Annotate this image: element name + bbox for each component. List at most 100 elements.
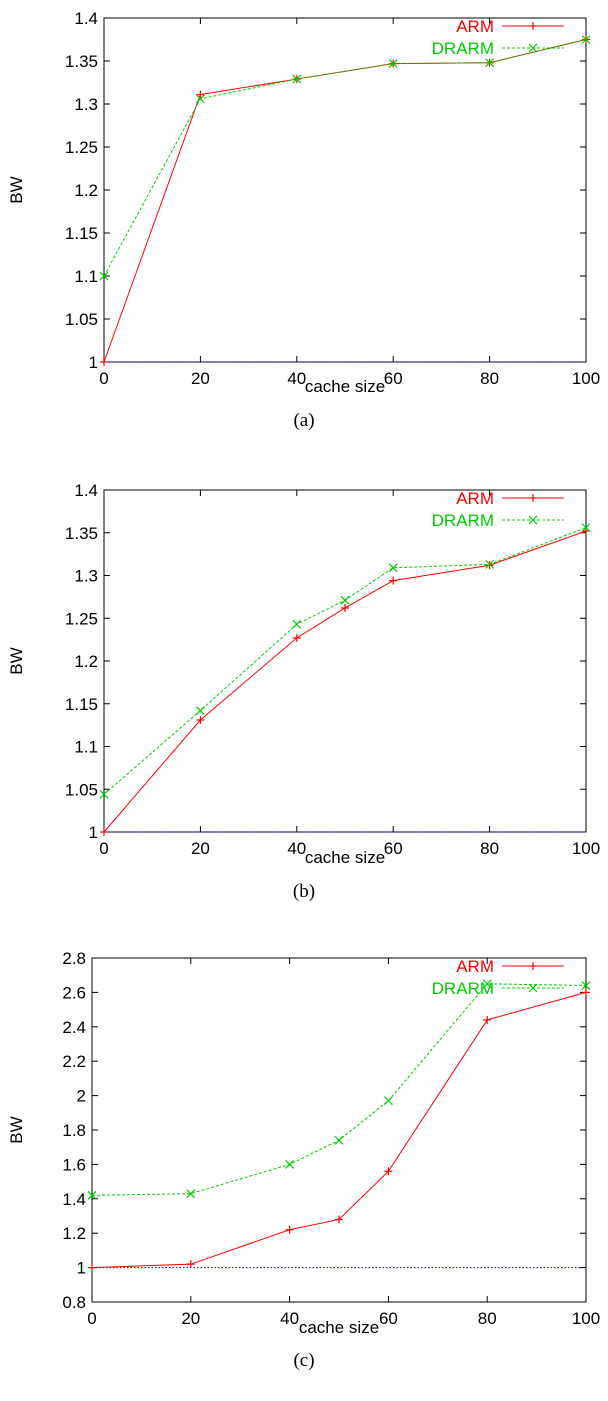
x-tick-label: 0 xyxy=(87,1309,96,1328)
y-tick-label: 1.6 xyxy=(62,1155,86,1174)
y-tick-label: 1.4 xyxy=(74,9,98,28)
data-point xyxy=(485,58,495,68)
chart-0: 1 1.05 1.1 1.15 1.2 1.25 1.3 1.35 1.4 0 20 40 60 80 10… xyxy=(7,9,600,431)
x-axis-label: cache size xyxy=(305,377,385,396)
legend-entry-arm: ARM xyxy=(456,489,564,508)
y-tick-label: 2.8 xyxy=(62,949,86,968)
x-tick-label: 100 xyxy=(572,839,600,858)
y-tick-label: 2.2 xyxy=(62,1052,86,1071)
figure-caption: (b) xyxy=(293,881,315,902)
data-point xyxy=(292,74,302,84)
legend-entry-arm: ARM xyxy=(456,17,564,36)
data-point xyxy=(528,515,538,525)
chart-2: 0.8 1 1.2 1.4 1.6 1.8 2 2.2 2.4 2.6 2.8 0 20 40 60 80 10… xyxy=(7,949,600,1371)
x-tick-label: 40 xyxy=(280,1309,299,1328)
series-line xyxy=(103,39,587,277)
y-tick-label: 1.4 xyxy=(62,1190,86,1209)
legend-entry-arm: ARM xyxy=(456,957,564,976)
y-tick-label: 1.25 xyxy=(65,609,98,628)
data-point xyxy=(482,979,492,989)
legend-label: ARM xyxy=(456,957,494,976)
x-tick-label: 40 xyxy=(287,369,306,388)
series-line xyxy=(103,39,587,363)
x-tick-label: 100 xyxy=(572,369,600,388)
figure-caption: (c) xyxy=(293,1350,314,1371)
chart-1: 1 1.05 1.1 1.15 1.2 1.25 1.3 1.35 1.4 0 20 40 60 80 10… xyxy=(7,481,600,902)
plot-frame xyxy=(103,17,587,363)
x-axis-label: cache size xyxy=(305,848,385,867)
series-arm xyxy=(88,988,590,1272)
x-tick-label: 60 xyxy=(379,1309,398,1328)
data-point xyxy=(528,43,538,53)
y-tick-label: 1.4 xyxy=(74,481,98,500)
y-tick-label: 1.05 xyxy=(65,780,98,799)
y-tick-label: 1.2 xyxy=(74,652,98,671)
data-point xyxy=(581,523,591,533)
data-point xyxy=(334,1135,344,1145)
y-tick-label: 1.25 xyxy=(65,138,98,157)
x-tick-label: 40 xyxy=(287,839,306,858)
legend-label: DRARM xyxy=(432,511,494,530)
legend-label: ARM xyxy=(456,17,494,36)
x-tick-label: 60 xyxy=(384,839,403,858)
y-tick-label: 1.2 xyxy=(74,181,98,200)
data-point xyxy=(388,563,398,573)
y-tick-label: 1.35 xyxy=(65,524,98,543)
data-point xyxy=(581,981,591,990)
x-tick-label: 20 xyxy=(191,369,210,388)
data-point xyxy=(383,1096,393,1106)
plot-frame xyxy=(103,489,587,833)
y-tick-label: 2.4 xyxy=(62,1018,86,1037)
x-tick-label: 0 xyxy=(99,839,108,858)
y-tick-label: 1.8 xyxy=(62,1121,86,1140)
x-tick-label: 80 xyxy=(478,1309,497,1328)
data-point xyxy=(285,1159,295,1169)
data-point xyxy=(340,595,350,605)
figure-caption: (a) xyxy=(293,410,314,431)
x-tick-label: 80 xyxy=(480,839,499,858)
series-line xyxy=(103,527,587,795)
y-tick-label: 1.05 xyxy=(65,310,98,329)
y-tick-label: 2 xyxy=(77,1087,86,1106)
y-tick-label: 1.35 xyxy=(65,52,98,71)
y-tick-label: 1.15 xyxy=(65,224,98,243)
x-tick-label: 60 xyxy=(384,369,403,388)
legend-entry-drarm: DRARM xyxy=(432,979,564,998)
legend-entry-drarm: DRARM xyxy=(432,39,564,58)
data-point xyxy=(195,706,205,716)
series-line xyxy=(91,991,587,1269)
legend-entry-drarm: DRARM xyxy=(432,511,564,530)
y-tick-label: 0.8 xyxy=(62,1293,86,1312)
series-drarm xyxy=(99,523,591,799)
y-tick-label: 1.15 xyxy=(65,695,98,714)
y-tick-label: 1.2 xyxy=(62,1224,86,1243)
series-arm xyxy=(100,35,590,366)
series-drarm xyxy=(99,35,591,281)
y-tick-label: 1.1 xyxy=(74,738,98,757)
series-line xyxy=(103,530,587,833)
y-axis-label: BW xyxy=(7,176,26,203)
plot-frame xyxy=(91,957,587,1303)
y-tick-label: 1 xyxy=(77,1259,86,1278)
y-tick-label: 1.3 xyxy=(74,567,98,586)
data-point xyxy=(528,983,538,993)
data-point xyxy=(581,35,591,44)
y-tick-label: 1 xyxy=(89,823,98,842)
y-axis-label: BW xyxy=(7,1116,26,1143)
y-tick-label: 2.6 xyxy=(62,983,86,1002)
y-tick-label: 1.1 xyxy=(74,267,98,286)
legend-label: ARM xyxy=(456,489,494,508)
y-tick-label: 1.3 xyxy=(74,95,98,114)
data-point xyxy=(388,59,398,69)
data-point xyxy=(292,619,302,629)
x-tick-label: 100 xyxy=(572,1309,600,1328)
data-point xyxy=(195,94,205,104)
legend-label: DRARM xyxy=(432,979,494,998)
y-axis-label: BW xyxy=(7,647,26,674)
x-tick-label: 20 xyxy=(191,839,210,858)
data-point xyxy=(186,1189,196,1199)
x-tick-label: 80 xyxy=(480,369,499,388)
x-axis-label: cache size xyxy=(299,1318,379,1337)
x-tick-label: 20 xyxy=(181,1309,200,1328)
